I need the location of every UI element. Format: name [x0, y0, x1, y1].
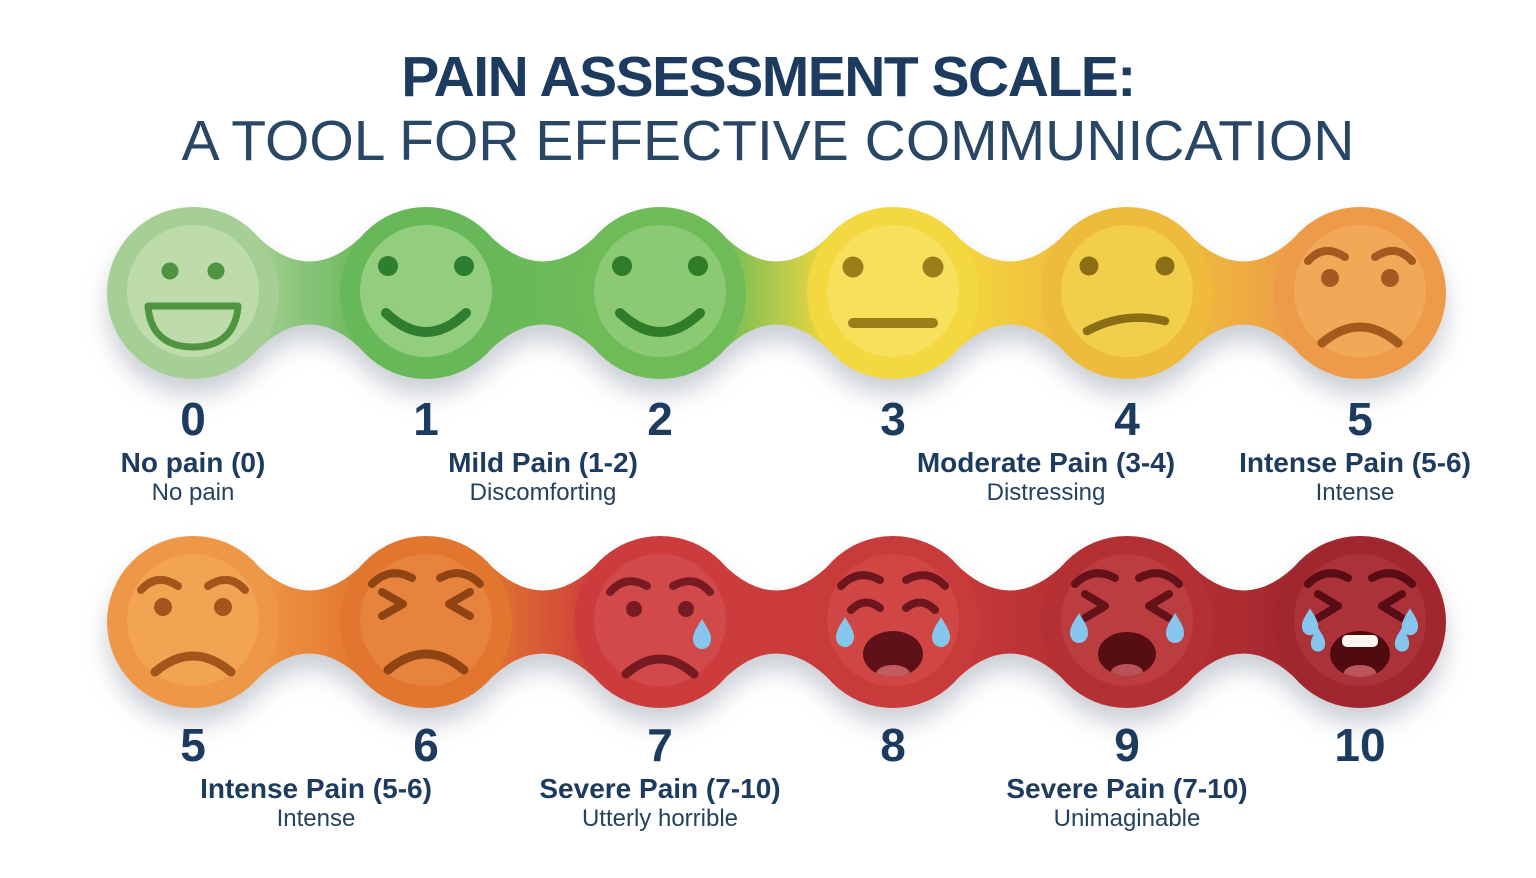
scale-connector	[953, 232, 1067, 354]
range-label: No pain (0) No pain	[121, 447, 266, 507]
face-inner-circle	[1061, 225, 1193, 357]
face-inner-circle	[1294, 225, 1426, 357]
scale-number: 0	[180, 393, 206, 445]
scale-number: 6	[413, 719, 439, 771]
scale-connector	[486, 561, 600, 683]
face-inner-circle	[360, 225, 492, 357]
scale-connector	[253, 232, 366, 354]
scale-connector	[720, 232, 833, 354]
tear-drop	[932, 617, 950, 647]
face-big-smile	[144, 262, 242, 351]
face-sad-tear	[606, 577, 714, 679]
face-smile	[612, 256, 708, 337]
scale-connector	[1187, 232, 1300, 354]
face-inner-circle	[1294, 554, 1426, 686]
range-label-subtitle: Intense	[276, 805, 356, 832]
face-inner-circle	[594, 554, 726, 686]
scale-chain-row-1	[107, 536, 1446, 708]
range-label-subtitle: No pain	[151, 479, 235, 506]
range-label-title: Intense Pain (5-6)	[200, 773, 432, 804]
scale-connector	[953, 561, 1067, 683]
scale-number: 4	[1114, 393, 1140, 445]
tear-drop	[1070, 613, 1088, 643]
scale-connector	[1187, 561, 1300, 683]
scale-number: 9	[1114, 719, 1140, 771]
tear-drop	[1310, 627, 1326, 652]
teeth	[1342, 635, 1378, 647]
range-label-subtitle: Distressing	[986, 479, 1106, 506]
tear-drop	[1394, 627, 1410, 652]
scale-number: 5	[1347, 393, 1373, 445]
face-inner-circle	[127, 225, 259, 357]
tear-drop	[1166, 613, 1184, 643]
face-inner-circle	[1061, 554, 1193, 686]
tear-drop	[836, 617, 854, 647]
face-inner-circle	[827, 554, 959, 686]
face-smile	[378, 256, 474, 337]
range-label-title: Moderate Pain (3-4)	[916, 447, 1176, 478]
tongue	[1111, 664, 1143, 676]
tongue	[1344, 665, 1376, 677]
range-label-subtitle: Utterly horrible	[581, 805, 739, 832]
tear-drop	[1401, 608, 1419, 636]
range-label: Severe Pain (7-10) Utterly horrible	[539, 773, 780, 833]
face-inner-circle	[594, 225, 726, 357]
range-label: Severe Pain (7-10) Unimaginable	[1006, 773, 1247, 833]
scale-chain-row-0	[107, 207, 1446, 379]
range-label: Intense Pain (5-6) Intense	[200, 773, 432, 833]
range-label: Moderate Pain (3-4) Distressing	[917, 447, 1175, 507]
face-neutral	[842, 256, 944, 328]
range-label-title: Intense Pain (5-6)	[1239, 447, 1471, 478]
scale-connector	[253, 561, 366, 683]
face-inner-circle	[127, 554, 259, 686]
wailing-mouth	[863, 631, 923, 677]
tear-drop	[1301, 608, 1319, 636]
scale-number: 1	[413, 393, 439, 445]
face-angry	[137, 576, 249, 677]
face-cry-wail	[836, 571, 950, 677]
face-cry-squeeze	[1070, 569, 1184, 676]
wailing-mouth	[1098, 632, 1156, 676]
range-label-subtitle: Unimaginable	[1053, 805, 1201, 832]
scale-number: 2	[647, 393, 673, 445]
range-label-title: Severe Pain (7-10)	[539, 773, 781, 804]
scale-number: 7	[647, 719, 673, 771]
range-label-title: No pain (0)	[120, 447, 266, 478]
scale-number: 8	[880, 719, 906, 771]
face-inner-circle	[360, 554, 492, 686]
scale-number: 10	[1334, 719, 1386, 771]
page-title: PAIN ASSESSMENT SCALE:	[401, 45, 1136, 109]
face-inner-circle	[827, 225, 959, 357]
range-label: Intense Pain (5-6) Intense	[1239, 447, 1471, 507]
face-angry	[1304, 247, 1416, 348]
face-squeeze-frown	[368, 569, 484, 675]
range-label-subtitle: Intense	[1315, 479, 1395, 506]
page-subtitle: A TOOL FOR EFFECTIVE COMMUNICATION	[181, 109, 1355, 173]
tongue	[876, 665, 910, 677]
tear-drop	[693, 619, 711, 649]
range-label-title: Mild Pain (1-2)	[448, 447, 638, 478]
scale-connector	[720, 561, 833, 683]
range-label-subtitle: Discomforting	[469, 479, 617, 506]
range-label: Mild Pain (1-2) Discomforting	[448, 447, 638, 507]
scale-connector	[486, 232, 600, 354]
range-label-title: Severe Pain (7-10)	[1006, 773, 1248, 804]
face-bawl	[1301, 569, 1419, 677]
scale-number: 5	[180, 719, 206, 771]
scale-number: 3	[880, 393, 906, 445]
face-slight-frown	[1079, 256, 1175, 336]
